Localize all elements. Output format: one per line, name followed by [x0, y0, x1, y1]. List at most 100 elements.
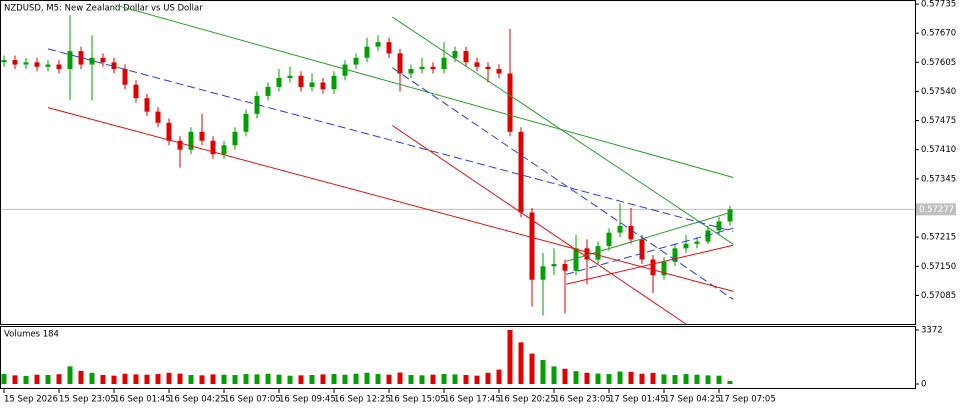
candle-body — [78, 51, 84, 65]
volume-bar — [584, 372, 590, 384]
x-tick-label: 16 Sep 09:45 — [279, 395, 336, 405]
candle-body — [320, 82, 326, 90]
candle-body — [12, 60, 18, 65]
candle-body — [573, 248, 579, 271]
candle-body — [595, 246, 601, 260]
volume-bar — [67, 366, 73, 384]
volume-bar — [254, 374, 260, 384]
candle-body — [265, 86, 271, 96]
volume-bar — [144, 374, 150, 384]
candle-body — [67, 51, 73, 70]
volume-bar — [353, 373, 359, 384]
volume-bar — [243, 374, 249, 384]
candle-body — [639, 239, 645, 260]
candle-body — [441, 57, 447, 70]
volume-bar — [188, 375, 194, 384]
volume-bar — [551, 366, 557, 384]
candle-body — [518, 131, 524, 213]
volume-bar — [672, 375, 678, 384]
x-tick-label: 16 Sep 17:45 — [444, 395, 501, 405]
y-tick-label: 0.57670 — [921, 29, 956, 39]
candle-body — [100, 57, 106, 63]
volume-bar — [133, 374, 139, 384]
volume-bar — [221, 374, 227, 384]
volume-bar — [639, 373, 645, 384]
volume-bar — [661, 374, 667, 384]
candle-body — [716, 221, 722, 231]
last-price-box — [916, 203, 956, 216]
trendline — [47, 107, 734, 292]
candle-body — [507, 73, 513, 132]
y-tick-label: 0.57085 — [921, 291, 956, 301]
volume-bar — [89, 372, 95, 384]
volume-bar — [287, 375, 293, 384]
y-tick-label: 0.57150 — [921, 262, 956, 272]
y-tick-label: 0.57345 — [921, 174, 956, 184]
volume-bar — [595, 373, 601, 384]
volume-bar — [419, 375, 425, 384]
volume-bar — [694, 374, 700, 384]
volume-label: Volumes 184 — [4, 330, 59, 340]
x-tick-label: 15 Sep 2026 — [4, 395, 58, 405]
volume-bar — [1, 374, 7, 384]
trendline — [392, 67, 734, 300]
x-tick-label: 17 Sep 04:25 — [664, 395, 721, 405]
y-tick-label: 0.57540 — [921, 87, 956, 97]
candle-body — [683, 243, 689, 249]
volume-bar — [265, 373, 271, 384]
candle-body — [210, 140, 216, 155]
volume-bar — [45, 375, 51, 384]
x-tick-label: 15 Sep 23:05 — [59, 395, 116, 405]
candle-body — [705, 230, 711, 242]
candle-body — [309, 82, 315, 87]
candle-body — [727, 209, 733, 222]
volume-bar — [617, 371, 623, 384]
candle-body — [45, 64, 51, 67]
candle-body — [474, 62, 480, 67]
volume-bar — [155, 374, 161, 384]
volume-bar — [331, 374, 337, 384]
candle-body — [485, 66, 491, 70]
candle-body — [419, 66, 425, 70]
candle-body — [529, 212, 535, 280]
volume-bar — [34, 374, 40, 384]
candle-body — [463, 51, 469, 63]
candle-body — [540, 266, 546, 280]
y-tick-label: 0.57215 — [921, 233, 956, 243]
candle-body — [276, 78, 282, 87]
candle-body — [166, 122, 172, 141]
candle-body — [111, 62, 117, 70]
candle-body — [144, 98, 150, 112]
volume-bar — [309, 375, 315, 384]
candle-body — [243, 113, 249, 132]
candle-body — [672, 248, 678, 262]
volume-bar — [397, 372, 403, 384]
x-tick-label: 16 Sep 12:25 — [334, 395, 391, 405]
volume-bar — [540, 359, 546, 384]
x-tick-label: 17 Sep 07:05 — [719, 395, 776, 405]
volume-bar — [474, 375, 480, 384]
candle-body — [232, 131, 238, 146]
volume-bar — [606, 374, 612, 384]
volume-bar — [441, 374, 447, 384]
trendline — [565, 211, 734, 262]
last-price-label: 0.57277 — [919, 205, 954, 215]
volume-bar — [122, 373, 128, 384]
candle-body — [188, 131, 194, 150]
candle-body — [221, 145, 227, 155]
volume-bar — [100, 375, 106, 384]
volume-bar — [683, 374, 689, 384]
candle-body — [562, 264, 568, 271]
x-tick-label: 17 Sep 01:45 — [609, 395, 666, 405]
candle-body — [34, 62, 40, 67]
volume-bar — [177, 373, 183, 384]
candle-body — [386, 42, 392, 54]
volume-bar — [408, 375, 414, 384]
y-tick-label: 0.57735 — [921, 0, 956, 10]
volume-bar — [562, 368, 568, 384]
y-tick-label: 0.57605 — [921, 58, 956, 68]
candle-body — [617, 225, 623, 233]
trendline — [114, 4, 734, 178]
volume-bar — [56, 374, 62, 384]
volume-bar — [276, 374, 282, 384]
